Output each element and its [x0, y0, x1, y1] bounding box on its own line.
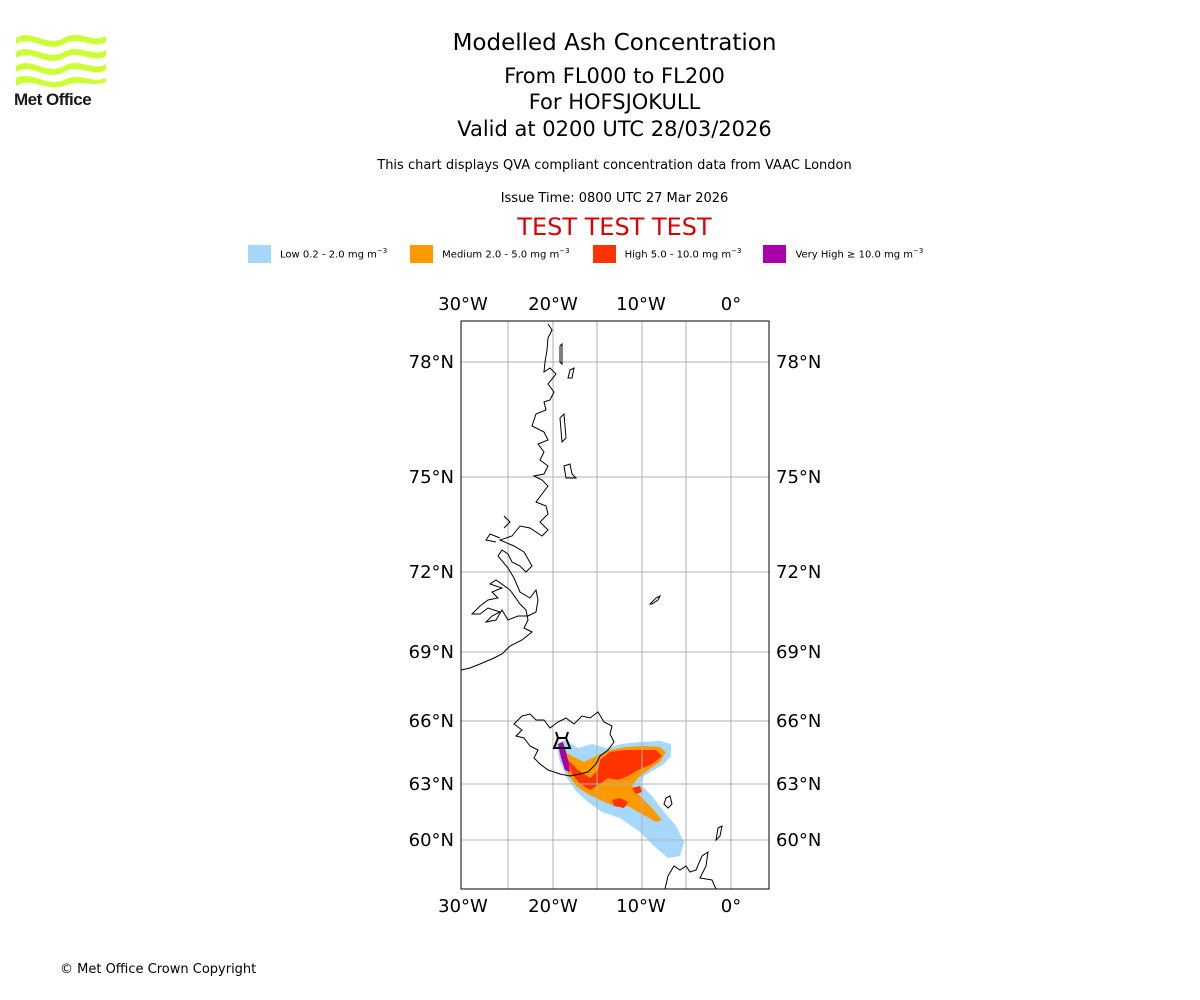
island-3: [559, 412, 567, 444]
lat-label-right-66n: 66°N: [776, 711, 821, 732]
lat-label-left-75n: 75°N: [409, 467, 454, 488]
legend-item-very-high: Very High ≥ 10.0 mg m−3: [763, 245, 923, 263]
coastlines: [461, 323, 723, 889]
chart-title: Modelled Ash Concentration: [452, 30, 777, 56]
axis-labels: 30°W 20°W 10°W 0° 30°W 20°W 10°W 0° 78°N…: [409, 294, 822, 917]
lon-label-bottom-10w: 10°W: [616, 896, 666, 917]
lon-label-bottom-20w: 20°W: [528, 896, 578, 917]
island-1: [559, 342, 563, 366]
legend-label-low: Low 0.2 - 2.0 mg m−3: [280, 247, 388, 261]
lon-label-top-30w: 30°W: [438, 294, 488, 315]
lat-label-right-69n: 69°N: [776, 642, 821, 663]
lat-label-right-63n: 63°N: [776, 774, 821, 795]
legend-label-very-high: Very High ≥ 10.0 mg m−3: [795, 247, 924, 261]
subtitle: This chart displays QVA compliant concen…: [377, 158, 852, 173]
lat-label-left-66n: 66°N: [409, 711, 454, 732]
legend-item-low: Low 0.2 - 2.0 mg m−3: [248, 245, 387, 263]
flight-level-range: From FL000 to FL200: [504, 64, 725, 88]
legend: Low 0.2 - 2.0 mg m−3 Medium 2.0 - 5.0 mg…: [248, 244, 923, 264]
iceland-coastline: [513, 711, 615, 777]
lat-label-left-78n: 78°N: [409, 352, 454, 373]
greenland-fjord: [485, 533, 501, 543]
ash-high-patch: [612, 798, 628, 808]
legend-label-medium: Medium 2.0 - 5.0 mg m−3: [442, 247, 570, 261]
lat-label-left-63n: 63°N: [409, 774, 454, 795]
gridlines: [461, 321, 769, 889]
lat-label-left-69n: 69°N: [409, 642, 454, 663]
legend-item-medium: Medium 2.0 - 5.0 mg m−3: [410, 245, 570, 263]
lat-label-right-72n: 72°N: [776, 562, 821, 583]
lon-label-top-20w: 20°W: [528, 294, 578, 315]
greenland-coastline: [461, 323, 557, 671]
legend-swatch-high: [592, 245, 616, 263]
island-4: [563, 463, 578, 479]
map-frame: [460, 320, 770, 890]
legend-swatch-medium: [410, 245, 434, 263]
lat-label-right-78n: 78°N: [776, 352, 821, 373]
greenland-fjord-2: [503, 515, 511, 529]
ash-high-area: [568, 750, 662, 790]
lon-label-top-10w: 10°W: [616, 294, 666, 315]
met-office-waves-icon: [16, 35, 106, 88]
test-banner: TEST TEST TEST: [517, 213, 712, 241]
valid-time: Valid at 0200 UTC 28/03/2026: [457, 117, 772, 141]
lon-label-bottom-0: 0°: [721, 896, 741, 917]
shetland-islands: [715, 825, 723, 842]
legend-item-high: High 5.0 - 10.0 mg m−3: [592, 245, 742, 263]
ash-very-high-area: [558, 742, 570, 772]
issue-time: Issue Time: 0800 UTC 27 Mar 2026: [500, 191, 729, 206]
met-office-logo: Met Office: [14, 30, 108, 112]
volcano-marker-icon: [552, 731, 572, 749]
ash-high-patch-east: [632, 786, 642, 794]
jan-mayen: [648, 594, 662, 605]
legend-swatch-low: [248, 245, 271, 263]
scotland-coastline: [664, 850, 717, 889]
logo-text: Met Office: [14, 90, 92, 109]
lon-label-bottom-30w: 30°W: [438, 896, 488, 917]
lat-label-right-75n: 75°N: [776, 467, 821, 488]
copyright: © Met Office Crown Copyright: [60, 962, 257, 977]
faroe-islands: [663, 795, 673, 809]
lat-label-right-60n: 60°N: [776, 830, 821, 851]
island-2: [567, 367, 575, 379]
lon-label-top-0: 0°: [721, 294, 741, 315]
legend-swatch-very-high: [763, 245, 787, 263]
legend-label-high: High 5.0 - 10.0 mg m−3: [624, 247, 742, 261]
volcano-name: For HOFSJOKULL: [528, 90, 701, 114]
lat-label-left-72n: 72°N: [409, 562, 454, 583]
lat-label-left-60n: 60°N: [409, 830, 454, 851]
